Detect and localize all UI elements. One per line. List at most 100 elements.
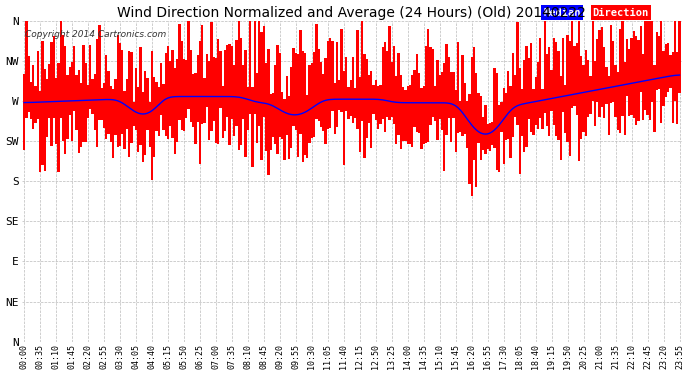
- Bar: [324, 58, 326, 144]
- Text: Direction: Direction: [593, 8, 649, 18]
- Bar: [137, 87, 139, 152]
- Bar: [64, 46, 66, 154]
- Bar: [361, 21, 363, 121]
- Bar: [578, 21, 580, 161]
- Bar: [537, 62, 539, 129]
- Bar: [82, 45, 85, 141]
- Bar: [251, 87, 254, 167]
- Bar: [356, 30, 359, 129]
- Bar: [315, 24, 317, 119]
- Bar: [270, 94, 272, 150]
- Bar: [75, 75, 78, 130]
- Bar: [176, 58, 178, 142]
- Bar: [635, 36, 638, 125]
- Bar: [614, 66, 617, 117]
- Bar: [242, 65, 244, 119]
- Bar: [388, 26, 391, 120]
- Bar: [368, 75, 370, 123]
- Bar: [105, 55, 108, 139]
- Bar: [48, 64, 50, 118]
- Bar: [226, 45, 228, 117]
- Bar: [23, 74, 26, 150]
- Bar: [411, 75, 413, 147]
- Bar: [50, 42, 52, 147]
- Bar: [366, 59, 368, 138]
- Bar: [181, 41, 183, 130]
- Bar: [169, 61, 171, 126]
- Bar: [626, 39, 628, 96]
- Bar: [260, 32, 263, 160]
- Bar: [247, 87, 249, 130]
- Bar: [108, 71, 110, 134]
- Bar: [254, 21, 256, 114]
- Bar: [199, 41, 201, 164]
- Bar: [290, 67, 293, 148]
- Bar: [204, 78, 206, 123]
- Bar: [566, 34, 569, 142]
- Bar: [482, 117, 484, 150]
- Bar: [155, 82, 158, 131]
- Bar: [244, 50, 247, 156]
- Bar: [188, 21, 190, 109]
- Bar: [601, 27, 603, 107]
- Bar: [160, 63, 162, 115]
- Bar: [582, 65, 584, 132]
- Bar: [584, 50, 587, 136]
- Bar: [230, 46, 233, 119]
- Bar: [571, 21, 573, 108]
- Bar: [201, 26, 204, 124]
- Bar: [336, 42, 338, 127]
- Bar: [99, 24, 101, 120]
- Bar: [393, 46, 395, 125]
- Bar: [628, 49, 631, 116]
- Bar: [183, 58, 185, 131]
- Bar: [480, 96, 482, 160]
- Bar: [395, 76, 397, 144]
- Bar: [564, 85, 566, 133]
- Bar: [73, 46, 75, 111]
- Bar: [52, 36, 55, 118]
- Bar: [302, 51, 304, 162]
- Bar: [544, 21, 546, 113]
- Bar: [400, 75, 402, 149]
- Bar: [265, 63, 267, 151]
- Bar: [532, 88, 535, 135]
- Bar: [112, 89, 115, 158]
- Bar: [502, 88, 505, 164]
- Bar: [514, 75, 516, 117]
- Bar: [57, 63, 59, 173]
- Bar: [121, 50, 124, 134]
- Bar: [174, 68, 176, 154]
- Bar: [598, 30, 601, 117]
- Bar: [535, 77, 537, 125]
- Bar: [416, 54, 418, 132]
- Bar: [464, 82, 466, 134]
- Bar: [386, 51, 388, 117]
- Bar: [546, 54, 548, 126]
- Bar: [359, 77, 361, 152]
- Bar: [612, 40, 614, 102]
- Bar: [466, 100, 469, 148]
- Bar: [420, 88, 422, 149]
- Bar: [391, 62, 393, 117]
- Bar: [516, 22, 518, 125]
- Bar: [530, 43, 532, 132]
- Bar: [190, 50, 192, 122]
- Bar: [78, 70, 80, 153]
- Bar: [640, 26, 642, 92]
- Bar: [446, 44, 448, 135]
- Bar: [603, 47, 605, 118]
- Bar: [525, 46, 528, 147]
- Bar: [439, 75, 441, 119]
- Bar: [333, 83, 336, 134]
- Bar: [350, 80, 352, 117]
- Bar: [110, 86, 112, 142]
- Bar: [441, 72, 443, 130]
- Bar: [221, 86, 224, 138]
- Bar: [115, 79, 117, 135]
- Bar: [284, 99, 286, 160]
- Bar: [363, 54, 366, 158]
- Bar: [139, 47, 141, 146]
- Bar: [587, 60, 589, 117]
- Bar: [101, 88, 103, 120]
